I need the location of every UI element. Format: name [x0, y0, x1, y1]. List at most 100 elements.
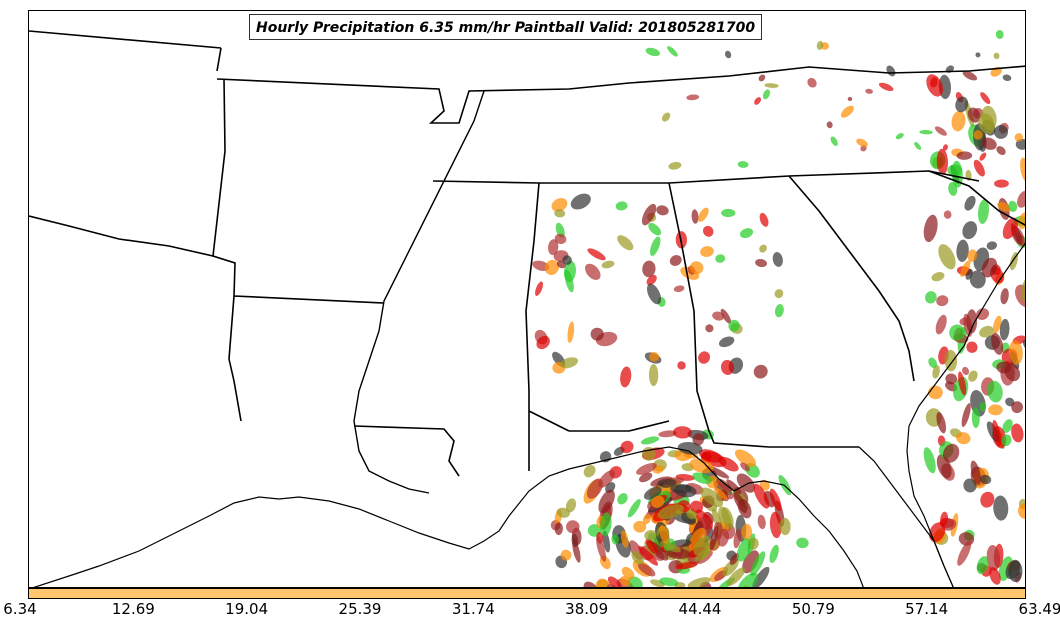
precip-blob [755, 258, 768, 268]
gulf-coastline [33, 446, 864, 587]
precip-blob [759, 212, 769, 227]
precip-blob [601, 260, 615, 269]
precip-blob [840, 105, 854, 118]
precip-blob [936, 148, 948, 175]
precip-blob [1011, 401, 1023, 414]
precip-blob [1008, 560, 1023, 583]
precip-blob [642, 513, 652, 525]
precip-blob [712, 311, 725, 321]
precip-blob [759, 244, 767, 253]
precip-blob [958, 371, 967, 396]
mississippi-river [353, 90, 485, 494]
precip-blob [996, 146, 1006, 155]
precip-blob [570, 193, 591, 210]
atlantic-coastline [906, 242, 1025, 587]
precip-blob [718, 336, 735, 348]
precip-blob [726, 479, 742, 495]
precip-blob [973, 159, 985, 177]
precip-blob [865, 88, 873, 94]
precip-blob [962, 70, 978, 81]
precip-blob [944, 349, 958, 372]
precip-blob [992, 315, 1002, 334]
precip-blob [993, 495, 1009, 521]
precip-blob [659, 525, 669, 544]
precip-blob [677, 442, 703, 455]
precip-blob [928, 357, 938, 368]
precip-blob [986, 545, 1001, 571]
precip-blob [548, 239, 559, 256]
precip-blob [672, 426, 693, 439]
precip-blob [563, 260, 576, 282]
precip-blob [651, 495, 665, 508]
precip-blob [764, 83, 779, 88]
precip-blob [642, 260, 656, 278]
precip-blob [970, 460, 981, 485]
colorbar-tick-label: 50.79 [791, 600, 835, 618]
precip-blob [620, 530, 629, 548]
precip-blob [700, 246, 714, 257]
precip-blob [943, 210, 952, 219]
precip-blob [657, 504, 684, 520]
precip-blob [562, 255, 572, 265]
precip-blob [945, 65, 954, 73]
map-canvas [29, 29, 1025, 587]
precip-blob [639, 472, 653, 483]
precip-blob [924, 291, 937, 304]
precip-blob [611, 534, 619, 545]
precip-blob [551, 197, 568, 212]
precip-blob [979, 474, 992, 485]
colorbar-tick-label: 31.74 [451, 600, 495, 618]
precip-blob [615, 201, 628, 211]
precip-blob [847, 96, 853, 102]
precip-blob [715, 254, 726, 263]
precip-blob [976, 308, 990, 320]
precip-blob [945, 373, 958, 385]
precip-blob [705, 324, 714, 333]
precip-blob [689, 458, 714, 474]
precip-blob [734, 449, 757, 467]
precip-blob [700, 487, 724, 508]
precip-blob [951, 110, 966, 132]
precip-blob [631, 551, 644, 565]
precip-blob [966, 309, 978, 334]
precip-blob [617, 493, 628, 505]
precip-blob [617, 235, 634, 251]
precip-blob [988, 404, 1003, 416]
precip-blob [585, 263, 601, 280]
colorbar-tick-label: 6.34 [3, 600, 37, 618]
precip-blob [966, 341, 978, 353]
precip-blob [979, 152, 987, 161]
precip-blob [649, 351, 660, 362]
precip-blob [769, 488, 782, 512]
precip-blob [596, 535, 607, 562]
precip-blob [935, 314, 947, 335]
precip-blob [1011, 423, 1024, 443]
colorbar-tick-label: 57.14 [905, 600, 949, 618]
precip-blob [648, 363, 659, 387]
precip-blob [962, 221, 978, 240]
precip-blob [535, 281, 544, 296]
map-title: Hourly Precipitation 6.35 mm/hr Paintbal… [249, 14, 763, 40]
precip-blob [955, 96, 969, 113]
precip-blob [583, 465, 596, 478]
precip-blob [956, 151, 973, 160]
precip-blob [956, 239, 969, 262]
precip-blob [686, 510, 697, 520]
precip-blob [926, 74, 944, 97]
precip-blob [675, 561, 698, 570]
precip-blob [687, 577, 711, 587]
precip-blob [981, 137, 997, 150]
precip-blob [1001, 434, 1012, 447]
precip-blob [989, 567, 1001, 585]
precip-blob [979, 402, 987, 412]
precip-blob [943, 443, 960, 463]
colorbar-tick-label: 38.09 [565, 600, 609, 618]
precip-blob [698, 351, 711, 364]
precip-blob [762, 89, 771, 100]
precip-blob [772, 252, 783, 267]
precip-blob [560, 357, 579, 369]
precip-blob [969, 270, 986, 289]
precip-blob [947, 164, 963, 177]
precip-blob [980, 92, 991, 105]
precip-blob [774, 304, 784, 318]
